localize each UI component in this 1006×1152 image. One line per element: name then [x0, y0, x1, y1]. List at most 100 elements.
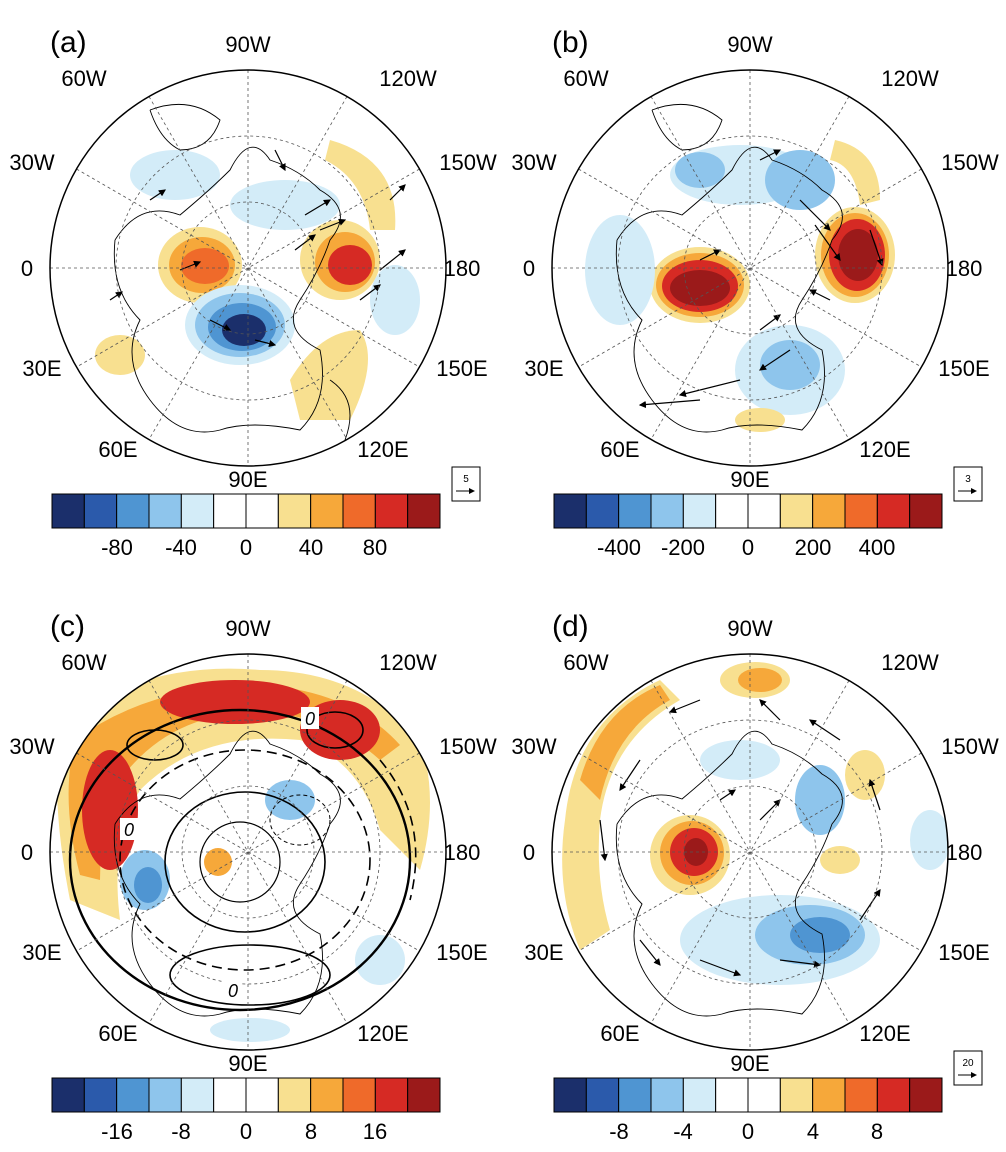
lon-180: 180	[946, 840, 983, 865]
colorbar: -16 -8 0 8 16	[51, 1077, 441, 1144]
colorbar-swatch	[180, 1077, 215, 1113]
colorbar-swatch	[909, 493, 943, 529]
lon-30w: 30W	[9, 734, 54, 759]
colorbar-swatch	[277, 493, 312, 529]
lon-120e: 120E	[859, 437, 910, 462]
lon-180: 180	[444, 256, 481, 281]
lon-60w: 60W	[61, 66, 106, 91]
colorbar-tick: -8	[609, 1119, 629, 1144]
panel-label: (d)	[552, 610, 589, 643]
lon-30e: 30E	[524, 940, 563, 965]
colorbar-swatch	[83, 493, 118, 529]
colorbar: -8 -4 0 4 8	[553, 1077, 943, 1144]
colorbar-swatch	[779, 493, 814, 529]
panel-label: (b)	[552, 26, 589, 59]
lon-90w: 90W	[727, 616, 772, 641]
lon-180: 180	[444, 840, 481, 865]
lon-60w: 60W	[563, 650, 608, 675]
lon-60e: 60E	[600, 437, 639, 462]
contour-label: 0	[228, 981, 238, 1001]
colorbar-swatch	[618, 1077, 652, 1113]
lon-150w: 150W	[439, 734, 497, 759]
colorbar-swatch	[407, 1077, 441, 1113]
colorbar-tick: -8	[171, 1119, 191, 1144]
lon-60e: 60E	[98, 1021, 137, 1046]
colorbar-swatch	[213, 493, 247, 529]
polar-map	[49, 69, 447, 467]
panel-label: (a)	[50, 26, 87, 59]
longitude-labels: 90W 60W 120W 30W 150W 0 180 30E 150E 60E…	[511, 616, 999, 1076]
colorbar-swatch	[779, 1077, 814, 1113]
lon-90e: 90E	[730, 1051, 769, 1076]
graticule	[552, 70, 948, 466]
lon-90e: 90E	[228, 467, 267, 492]
graticule	[50, 70, 446, 466]
reference-vector: 3	[953, 466, 983, 502]
lon-90e: 90E	[228, 1051, 267, 1076]
lon-30w: 30W	[511, 150, 556, 175]
panel-b: (b)	[511, 26, 999, 560]
reference-vector-value: 5	[463, 474, 469, 485]
lon-120e: 120E	[859, 1021, 910, 1046]
panel-d: (d)	[511, 610, 999, 1144]
colorbar-swatch	[277, 1077, 312, 1113]
lon-120e: 120E	[357, 437, 408, 462]
lon-150e: 150E	[436, 940, 487, 965]
colorbar-tick: 40	[299, 535, 323, 560]
shaded-anomalies	[562, 662, 948, 985]
colorbar-swatch	[342, 493, 376, 529]
colorbar-tick: 200	[795, 535, 832, 560]
colorbar-tick: 4	[807, 1119, 819, 1144]
lon-150e: 150E	[938, 940, 989, 965]
colorbar-swatch	[585, 493, 620, 529]
colorbar-tick: -400	[597, 535, 641, 560]
lon-60e: 60E	[98, 437, 137, 462]
lon-150e: 150E	[436, 356, 487, 381]
colorbar-tick-labels: -8 -4 0 4 8	[609, 1119, 883, 1144]
polar-map: 0 0 0	[49, 653, 447, 1051]
colorbar-swatch	[116, 493, 150, 529]
colorbar-tick: -4	[673, 1119, 693, 1144]
polar-map	[551, 69, 949, 467]
contour-labels: 0 0 0	[120, 707, 319, 1001]
colorbar-swatch	[51, 493, 85, 529]
lon-150w: 150W	[941, 734, 999, 759]
colorbar-swatch	[909, 1077, 943, 1113]
colorbar-swatch	[682, 493, 717, 529]
colorbar-tick: 8	[305, 1119, 317, 1144]
panel-a: (a)	[9, 26, 497, 560]
colorbar-tick: 0	[742, 535, 754, 560]
colorbar-swatch	[148, 1077, 182, 1113]
lon-150e: 150E	[938, 356, 989, 381]
colorbar-tick: 0	[240, 535, 252, 560]
colorbar-tick: 0	[742, 1119, 754, 1144]
colorbar-tick: -80	[101, 535, 133, 560]
lon-30w: 30W	[9, 150, 54, 175]
lon-150w: 150W	[941, 150, 999, 175]
lon-30e: 30E	[22, 356, 61, 381]
colorbar-swatch	[715, 493, 749, 529]
colorbar-swatch	[876, 493, 911, 529]
colorbar-tick: -40	[165, 535, 197, 560]
colorbar-swatch	[747, 493, 781, 529]
polar-map	[551, 653, 949, 1051]
panel-c: (c)	[9, 610, 497, 1144]
lon-60e: 60E	[600, 1021, 639, 1046]
colorbar-swatch	[374, 1077, 409, 1113]
colorbar-tick: 80	[363, 535, 387, 560]
colorbar-swatch	[812, 493, 846, 529]
colorbar-tick-labels: -16 -8 0 8 16	[101, 1119, 387, 1144]
reference-vector: 5	[451, 466, 481, 502]
reference-vector-value: 3	[965, 474, 971, 485]
colorbar-tick-labels: -80 -40 0 40 80	[101, 535, 387, 560]
longitude-labels: 90W 60W 120W 30W 150W 0 180 30E 150E 60E…	[9, 32, 497, 492]
lon-60w: 60W	[563, 66, 608, 91]
colorbar-swatch	[650, 1077, 684, 1113]
panel-label: (c)	[50, 610, 85, 643]
colorbar-swatch	[682, 1077, 717, 1113]
lon-120w: 120W	[379, 650, 437, 675]
lon-90w: 90W	[225, 32, 270, 57]
colorbar-swatch	[51, 1077, 85, 1113]
colorbar-tick: 0	[240, 1119, 252, 1144]
